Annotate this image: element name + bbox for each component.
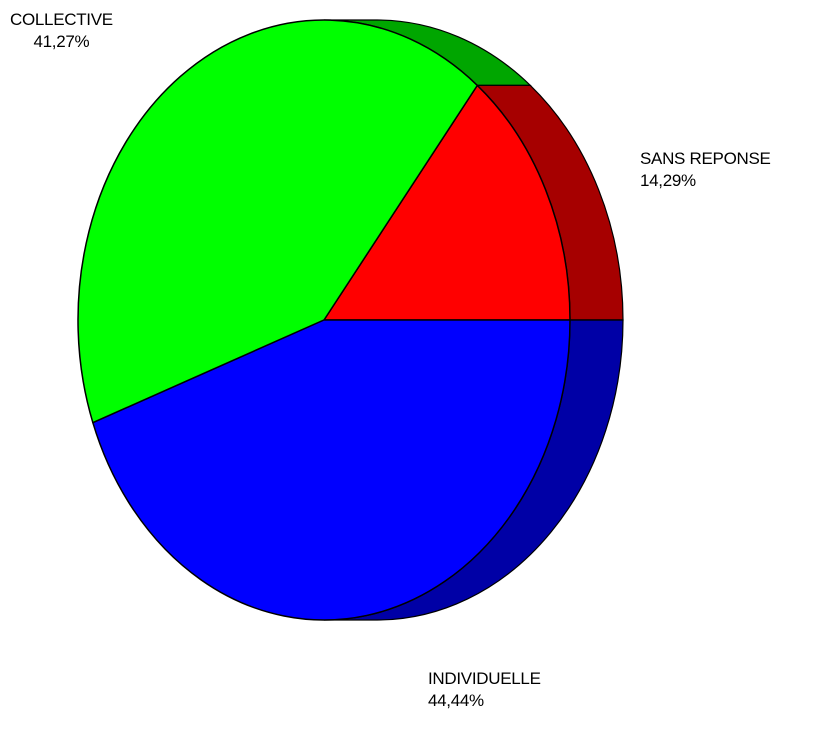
slice-value-individuelle: 44,44% <box>428 691 484 710</box>
slice-label-collective: COLLECTIVE 41,27% <box>10 9 113 53</box>
slice-label-sans-reponse: SANS REPONSE 14,29% <box>640 148 771 192</box>
pie-slice-sans-reponse <box>323 84 571 321</box>
slice-value-collective: 41,27% <box>33 32 90 51</box>
slice-name-individuelle: INDIVIDUELLE <box>428 669 541 688</box>
slice-label-individuelle: INDIVIDUELLE 44,44% <box>428 668 541 712</box>
pie-slice-individuelle <box>92 319 571 621</box>
pie-slice-collective <box>77 19 479 424</box>
slice-name-collective: COLLECTIVE <box>10 10 113 29</box>
slice-name-sans-reponse: SANS REPONSE <box>640 149 771 168</box>
slice-value-sans-reponse: 14,29% <box>640 171 696 190</box>
